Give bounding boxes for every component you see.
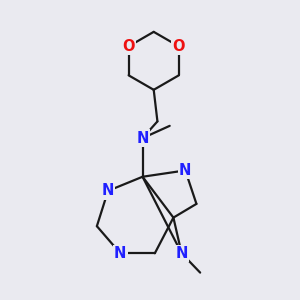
Text: N: N [176, 246, 188, 261]
Text: N: N [179, 163, 191, 178]
Text: O: O [122, 39, 135, 54]
Text: N: N [136, 130, 149, 146]
Text: N: N [102, 183, 114, 198]
Text: O: O [172, 39, 185, 54]
Text: N: N [114, 246, 127, 261]
